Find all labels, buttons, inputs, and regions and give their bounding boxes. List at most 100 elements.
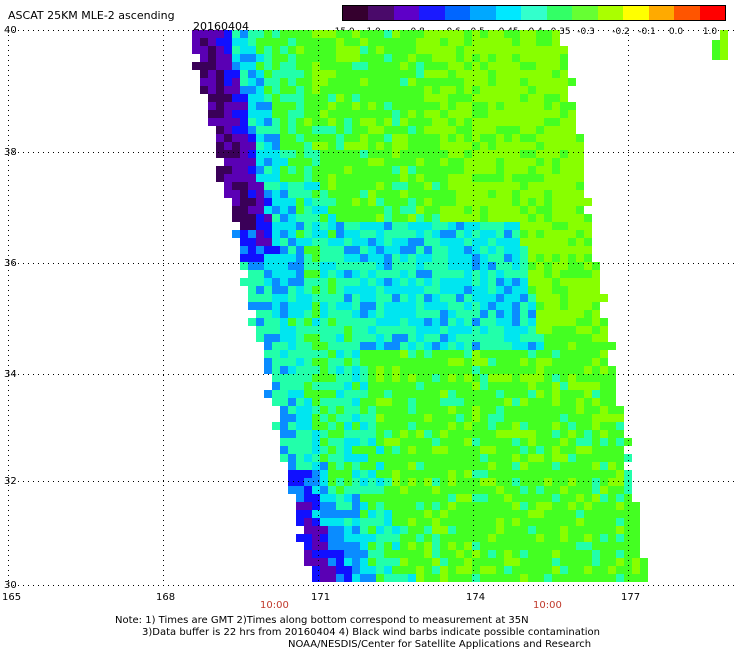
wind-speed-cell: [232, 126, 240, 134]
wind-speed-cell: [312, 566, 320, 574]
wind-speed-cell: [424, 398, 432, 406]
wind-speed-cell: [528, 390, 536, 398]
wind-speed-cell: [552, 78, 560, 86]
wind-speed-cell: [544, 246, 552, 254]
wind-speed-cell: [320, 526, 328, 534]
wind-speed-cell: [440, 574, 448, 582]
wind-speed-cell: [536, 190, 544, 198]
wind-speed-cell: [552, 118, 560, 126]
wind-speed-cell: [488, 366, 496, 374]
wind-speed-cell: [312, 206, 320, 214]
wind-speed-cell: [464, 566, 472, 574]
wind-speed-cell: [352, 222, 360, 230]
wind-speed-cell: [496, 54, 504, 62]
color-scale-cell: [521, 6, 547, 20]
wind-speed-cell: [280, 390, 288, 398]
wind-speed-cell: [512, 502, 520, 510]
wind-speed-cell: [352, 414, 360, 422]
wind-speed-cell: [448, 302, 456, 310]
wind-speed-cell: [576, 318, 584, 326]
wind-speed-cell: [312, 342, 320, 350]
wind-speed-cell: [464, 454, 472, 462]
wind-speed-cell: [384, 486, 392, 494]
wind-speed-cell: [440, 246, 448, 254]
wind-speed-cell: [368, 278, 376, 286]
wind-speed-cell: [320, 414, 328, 422]
wind-speed-cell: [240, 102, 248, 110]
wind-speed-cell: [280, 118, 288, 126]
wind-speed-cell: [512, 182, 520, 190]
color-scale-label: -0.1: [638, 27, 656, 37]
wind-speed-cell: [512, 574, 520, 582]
wind-speed-cell: [480, 518, 488, 526]
wind-speed-cell: [440, 358, 448, 366]
wind-speed-cell: [368, 54, 376, 62]
wind-speed-cell: [616, 478, 624, 486]
wind-speed-cell: [296, 38, 304, 46]
wind-speed-cell: [528, 422, 536, 430]
wind-speed-cell: [368, 62, 376, 70]
wind-speed-cell: [480, 414, 488, 422]
wind-speed-cell: [424, 534, 432, 542]
wind-speed-cell: [312, 38, 320, 46]
wind-speed-cell: [256, 262, 264, 270]
wind-speed-cell: [400, 54, 408, 62]
wind-speed-cell: [376, 438, 384, 446]
wind-speed-cell: [544, 422, 552, 430]
wind-speed-cell: [280, 30, 288, 38]
wind-speed-cell: [432, 534, 440, 542]
wind-speed-cell: [424, 102, 432, 110]
wind-speed-cell: [488, 502, 496, 510]
wind-speed-cell: [336, 334, 344, 342]
wind-speed-cell: [368, 350, 376, 358]
wind-speed-cell: [488, 318, 496, 326]
wind-speed-cell: [448, 230, 456, 238]
wind-speed-cell: [304, 150, 312, 158]
wind-speed-cell: [280, 358, 288, 366]
wind-speed-cell: [472, 398, 480, 406]
wind-speed-cell: [504, 206, 512, 214]
wind-speed-cell: [592, 534, 600, 542]
wind-speed-cell: [608, 566, 616, 574]
wind-speed-cell: [216, 142, 224, 150]
wind-speed-cell: [368, 38, 376, 46]
wind-speed-cell: [600, 398, 608, 406]
wind-speed-cell: [544, 70, 552, 78]
wind-speed-cell: [624, 550, 632, 558]
wind-speed-cell: [480, 206, 488, 214]
wind-speed-cell: [504, 182, 512, 190]
wind-speed-cell: [280, 166, 288, 174]
wind-speed-cell: [336, 454, 344, 462]
wind-speed-cell: [392, 238, 400, 246]
wind-speed-cell: [408, 246, 416, 254]
wind-speed-cell: [288, 382, 296, 390]
wind-speed-cell: [616, 486, 624, 494]
wind-speed-cell: [304, 158, 312, 166]
wind-speed-cell: [448, 502, 456, 510]
wind-speed-cell: [344, 38, 352, 46]
wind-speed-cell: [440, 302, 448, 310]
wind-speed-cell: [392, 318, 400, 326]
wind-speed-cell: [568, 358, 576, 366]
wind-speed-cell: [320, 566, 328, 574]
wind-speed-cell: [472, 534, 480, 542]
wind-speed-cell: [416, 542, 424, 550]
wind-speed-cell: [408, 270, 416, 278]
wind-speed-cell: [368, 382, 376, 390]
wind-speed-cell: [376, 526, 384, 534]
wind-speed-cell: [464, 62, 472, 70]
lon-label-174: 174: [466, 592, 486, 603]
wind-speed-cell: [504, 70, 512, 78]
wind-speed-cell: [384, 222, 392, 230]
wind-speed-cell: [232, 198, 240, 206]
wind-speed-cell: [360, 134, 368, 142]
wind-speed-cell: [544, 142, 552, 150]
wind-speed-cell: [456, 238, 464, 246]
wind-speed-cell: [264, 318, 272, 326]
wind-speed-cell: [376, 382, 384, 390]
wind-speed-cell: [400, 238, 408, 246]
wind-speed-cell: [392, 182, 400, 190]
wind-speed-cell: [448, 550, 456, 558]
wind-speed-cell: [592, 542, 600, 550]
wind-speed-cell: [344, 190, 352, 198]
